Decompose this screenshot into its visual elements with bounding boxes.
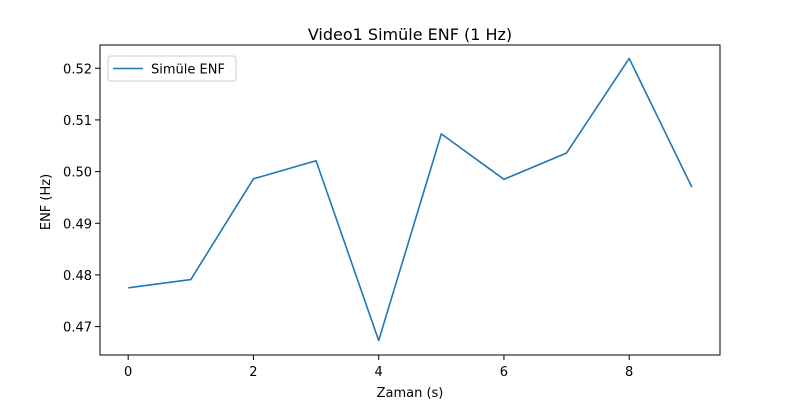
series-line-simule-enf — [128, 57, 693, 342]
plot-area — [99, 44, 721, 356]
legend-label: Simüle ENF — [151, 63, 225, 78]
y-tick-label: 0.51 — [63, 114, 92, 129]
x-tick-label: 6 — [500, 365, 508, 380]
chart-title: Video1 Simüle ENF (1 Hz) — [308, 25, 512, 44]
series-layer — [128, 57, 693, 342]
y-tick-label: 0.47 — [63, 321, 92, 336]
y-tick-label: 0.50 — [63, 166, 92, 181]
y-axis: 0.47 0.48 0.49 0.50 0.51 0.52 — [63, 62, 100, 336]
x-tick-label: 2 — [249, 365, 257, 380]
x-tick-label: 8 — [625, 365, 633, 380]
y-tick-label: 0.52 — [63, 62, 92, 77]
x-axis: 0 2 4 6 8 — [124, 355, 633, 380]
y-tick-label: 0.49 — [63, 217, 92, 232]
x-axis-label: Zaman (s) — [377, 386, 444, 400]
y-tick-label: 0.48 — [63, 269, 92, 284]
x-tick-label: 4 — [375, 365, 383, 380]
legend: Simüle ENF — [107, 55, 237, 82]
legend-box — [107, 55, 237, 82]
y-axis-label: ENF (Hz) — [39, 174, 54, 230]
plot-frame — [99, 44, 721, 356]
x-tick-label: 0 — [124, 365, 132, 380]
